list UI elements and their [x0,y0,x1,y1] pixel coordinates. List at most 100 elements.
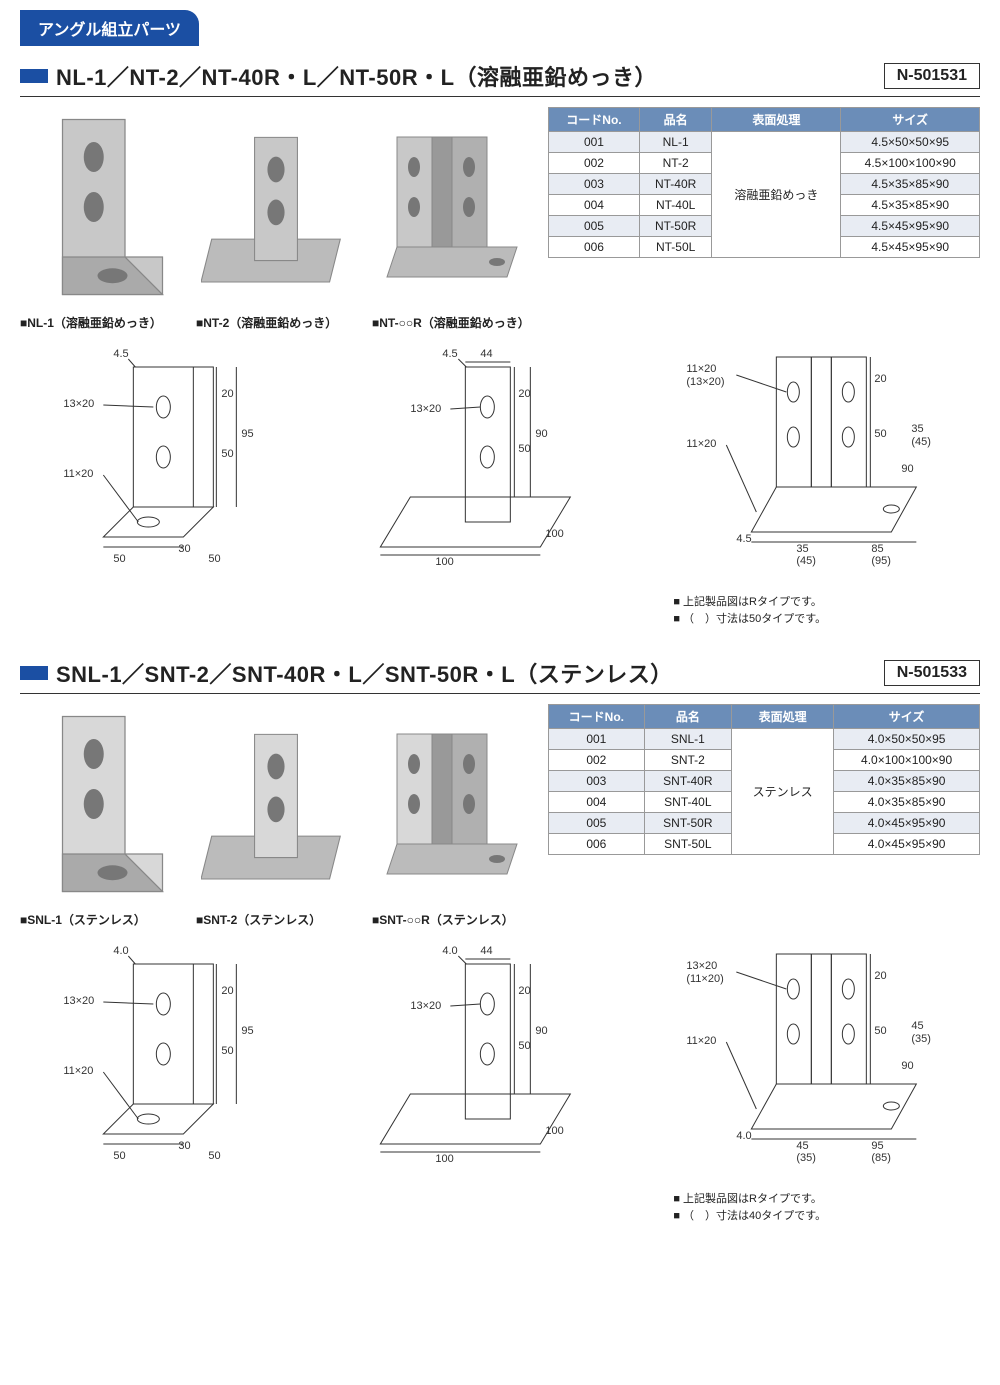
product-title: NL-1／NT-2／NT-40R・L／NT-50R・L（溶融亜鉛めっき） [56,60,884,92]
svg-text:11×20: 11×20 [687,438,717,450]
table-header: 品名 [639,108,711,132]
title-chip [20,69,48,83]
svg-text:4.0: 4.0 [737,1130,752,1142]
product-header: SNL-1／SNT-2／SNT-40R・L／SNT-50R・L（ステンレス） N… [20,657,980,694]
svg-text:(35): (35) [912,1033,932,1045]
svg-text:13×20: 13×20 [410,403,441,415]
svg-text:11×20: 11×20 [687,363,717,375]
svg-text:30: 30 [178,543,190,555]
svg-text:11×20: 11×20 [63,1065,93,1077]
photo-caption: NL-1（溶融亜鉛めっき） [20,314,180,331]
product-photo [25,107,175,307]
svg-text:4.5: 4.5 [737,533,752,545]
product-code: N-501531 [884,63,980,89]
svg-text:13×20: 13×20 [63,995,94,1007]
table-header: 表面処理 [712,108,841,132]
svg-text:4.5: 4.5 [113,348,128,360]
product-code: N-501533 [884,660,980,686]
svg-text:11×20: 11×20 [687,1035,717,1047]
table-header: サイズ [834,705,980,729]
photo-caption: SNT-2（ステンレス） [196,911,356,928]
table-header: コードNo. [549,108,640,132]
product-title: SNL-1／SNT-2／SNT-40R・L／SNT-50R・L（ステンレス） [56,657,884,689]
svg-text:50: 50 [518,443,530,455]
dimension-diagram: 4.5 44 13×20 20 50 90 100 100 [347,337,654,587]
photo-caption: NT-○○R（溶融亜鉛めっき） [372,314,532,331]
table-header: 表面処理 [731,705,833,729]
svg-text:90: 90 [535,1025,547,1037]
dimension-diagram: 4.5 13×20 11×20 20 50 95 50 30 50 [20,337,327,587]
spec-table: コードNo.品名表面処理サイズ001NL-1溶融亜鉛めっき4.5×50×50×9… [548,107,980,258]
diagram-notes: 上記製品図はRタイプです。（ ）寸法は40タイプです。 [673,1191,980,1224]
svg-text:95: 95 [241,428,253,440]
svg-text:13×20: 13×20 [63,398,94,410]
svg-text:4.5: 4.5 [442,348,457,360]
product-photo [25,704,175,904]
svg-text:20: 20 [875,373,887,385]
svg-text:100: 100 [435,556,453,568]
svg-text:45: 45 [797,1140,809,1152]
svg-text:13×20: 13×20 [410,1000,441,1012]
svg-text:50: 50 [221,1045,233,1057]
svg-text:95: 95 [241,1025,253,1037]
svg-text:45: 45 [912,1020,924,1032]
svg-text:100: 100 [545,1125,563,1137]
dimension-diagram: 4.0 44 13×20 20 50 90 100 100 [347,934,654,1184]
table-header: コードNo. [549,705,645,729]
svg-text:44: 44 [480,945,492,957]
svg-text:90: 90 [902,1060,914,1072]
svg-text:4.0: 4.0 [442,945,457,957]
svg-text:50: 50 [113,553,125,565]
svg-text:100: 100 [435,1153,453,1165]
diagram-notes: 上記製品図はRタイプです。（ ）寸法は50タイプです。 [673,594,980,627]
svg-text:95: 95 [872,1140,884,1152]
svg-text:20: 20 [875,970,887,982]
product-photo [201,107,351,307]
svg-text:50: 50 [875,1025,887,1037]
table-row: 001NL-1溶融亜鉛めっき4.5×50×50×95 [549,132,980,153]
svg-text:(95): (95) [872,555,892,567]
svg-text:20: 20 [221,388,233,400]
dimension-diagram: 11×20(13×20) 11×20 20 50 90 35(45) 4.5 3… [673,337,980,587]
svg-text:20: 20 [221,985,233,997]
svg-text:20: 20 [518,388,530,400]
svg-text:(13×20): (13×20) [687,376,725,388]
svg-text:90: 90 [535,428,547,440]
product-photo [377,107,527,307]
category-tab: アングル組立パーツ [20,10,199,46]
svg-text:90: 90 [902,463,914,475]
svg-text:44: 44 [480,348,492,360]
svg-text:35: 35 [797,543,809,555]
svg-text:50: 50 [221,448,233,460]
svg-text:13×20: 13×20 [687,960,718,972]
title-chip [20,666,48,680]
svg-text:50: 50 [518,1040,530,1052]
product-photo [201,704,351,904]
photo-caption: NT-2（溶融亜鉛めっき） [196,314,356,331]
svg-text:30: 30 [178,1140,190,1152]
svg-text:50: 50 [208,553,220,565]
svg-text:(85): (85) [872,1152,892,1164]
table-header: 品名 [644,705,731,729]
dimension-diagram: 4.0 13×20 11×20 20 50 95 50 30 50 [20,934,327,1184]
table-row: 001SNL-1ステンレス4.0×50×50×95 [549,729,980,750]
svg-text:50: 50 [113,1150,125,1162]
svg-text:(45): (45) [797,555,817,567]
svg-text:(11×20): (11×20) [687,973,724,985]
svg-text:(45): (45) [912,436,932,448]
svg-text:20: 20 [518,985,530,997]
svg-text:35: 35 [912,423,924,435]
spec-table: コードNo.品名表面処理サイズ001SNL-1ステンレス4.0×50×50×95… [548,704,980,855]
product-photo [377,704,527,904]
table-header: サイズ [841,108,980,132]
svg-text:(35): (35) [797,1152,817,1164]
product-header: NL-1／NT-2／NT-40R・L／NT-50R・L（溶融亜鉛めっき） N-5… [20,60,980,97]
svg-text:50: 50 [208,1150,220,1162]
svg-text:85: 85 [872,543,884,555]
dimension-diagram: 13×20(11×20) 11×20 20 50 90 45(35) 4.0 4… [673,934,980,1184]
photo-caption: SNT-○○R（ステンレス） [372,911,532,928]
svg-text:11×20: 11×20 [63,468,93,480]
svg-text:4.0: 4.0 [113,945,128,957]
svg-text:50: 50 [875,428,887,440]
svg-text:100: 100 [545,528,563,540]
